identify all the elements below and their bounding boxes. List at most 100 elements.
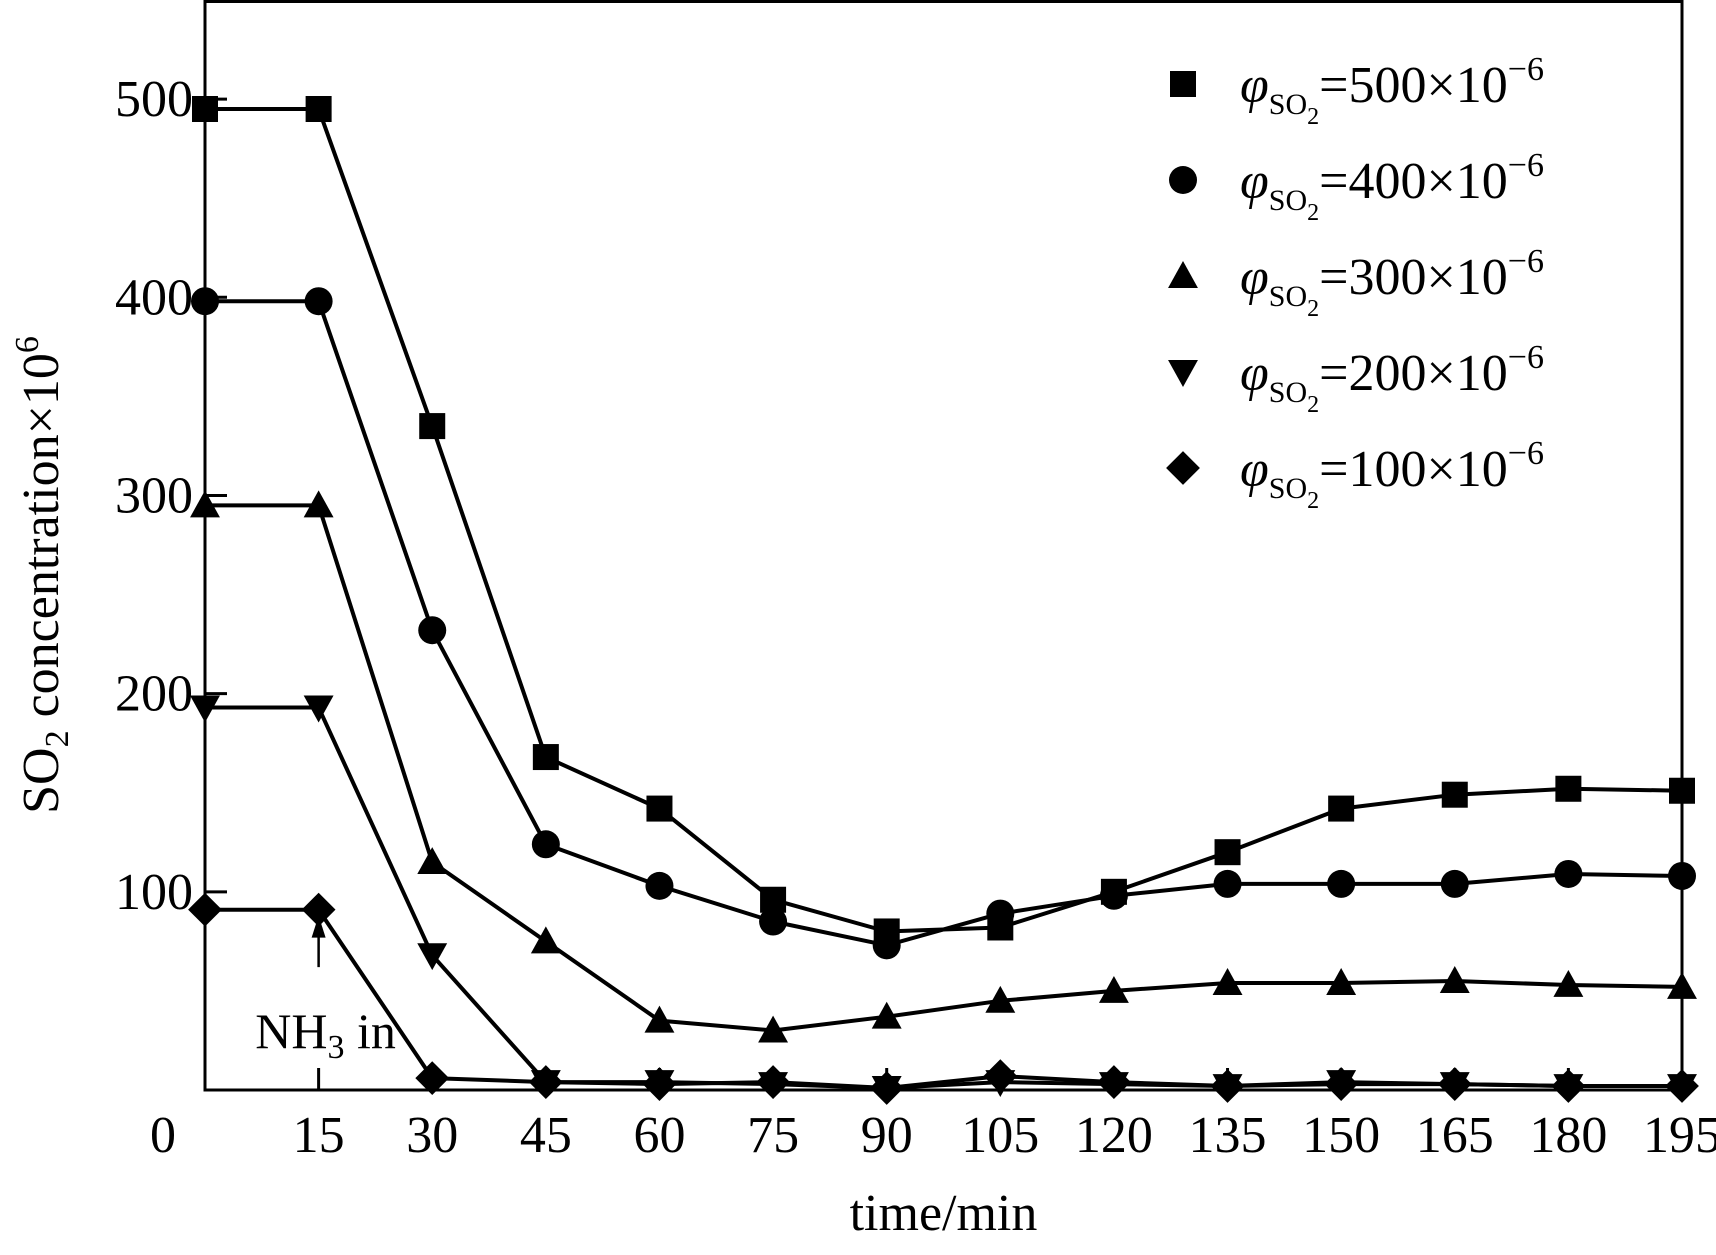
data-point-circle [1213,869,1242,898]
data-point-triangle-up [1326,968,1357,995]
data-point-diamond [301,892,336,927]
x-tick-label: 45 [520,1107,572,1164]
y-axis-title-middle: concentration×10 [13,353,70,730]
legend-entry-phi: φ [1240,441,1269,498]
y-tick-label: 200 [115,666,193,723]
y-axis-title: SO2 concentration×106 [9,336,76,814]
x-tick-label: 180 [1529,1107,1607,1164]
legend-entry-superscript: −6 [1508,147,1544,184]
data-point-triangle-up [530,926,561,954]
data-point-circle [872,931,901,960]
data-point-square [1555,775,1582,802]
series-line-2 [205,299,1683,948]
legend-entry: φSO2=500×10−6 [1240,51,1544,130]
legend-entry: φSO2=100×10−6 [1240,435,1544,514]
series-line-1 [205,107,1683,934]
legend-marker-diamond [1166,451,1200,485]
legend-entry-subscript: SO [1269,472,1307,505]
legend-entry-phi: φ [1240,249,1269,306]
annotation-arrow-head [311,915,326,938]
legend-marker-circle [1169,166,1197,194]
legend-entry: φSO2=300×10−6 [1240,243,1544,322]
x-tick-label: 60 [633,1107,685,1164]
data-point-diamond [1551,1069,1586,1103]
y-axis-title-main: SO [13,747,70,813]
legend-entry-phi: φ [1240,57,1269,114]
x-axis-title: time/min [850,1185,1038,1242]
data-point-circle [191,287,219,316]
x-tick-label: 90 [861,1107,913,1164]
data-point-triangle-up [871,1001,902,1029]
data-point-triangle-down [303,695,334,723]
data-point-triangle-down [190,695,220,723]
legend-entry-value: =400×10 [1319,153,1508,210]
data-point-square [305,96,332,122]
data-point-diamond [983,1059,1018,1094]
data-point-circle [304,287,333,316]
data-point-square [1328,795,1355,822]
x-tick-label: 165 [1416,1107,1494,1164]
annotation-label: NH3 in [255,1003,396,1066]
data-point-triangle-up [1212,968,1243,995]
legend-marker-triangle-up [1168,261,1198,288]
data-point-circle [759,907,788,936]
legend-entry-subscript: SO [1269,376,1307,409]
data-point-diamond [756,1065,790,1099]
legend-entry-subscript-2: 2 [1307,296,1319,322]
data-point-circle [645,871,674,900]
y-tick-label: 100 [115,864,193,921]
legend-entry-subscript: SO [1269,184,1307,217]
legend-entry-phi: φ [1240,345,1269,402]
legend-marker-square [1170,71,1196,97]
data-point-circle [418,616,447,645]
annotation-label-rest: in [345,1003,396,1059]
annotation-label-main: NH [255,1003,327,1059]
legend-entry-subscript: SO [1269,88,1307,121]
data-point-circle [1440,869,1469,898]
data-point-square [419,413,446,440]
series-line-4 [205,705,1682,1090]
legend-entry-value: =300×10 [1319,249,1508,306]
legend-entry-superscript: −6 [1508,51,1544,88]
legend-marker-triangle-down [1168,360,1198,387]
plot-frame [203,0,1684,1092]
data-point-triangle-up [1553,970,1584,997]
x-tick-label: 0 [150,1107,176,1164]
data-point-diamond [188,892,222,927]
data-point-triangle-up [1439,966,1470,993]
data-point-circle [1327,869,1356,898]
x-tick-label: 105 [961,1107,1039,1164]
y-axis-title-superscript: 6 [9,336,46,353]
y-tick-label: 400 [115,269,193,326]
x-tick-label: 120 [1075,1107,1153,1164]
data-point-square [192,96,218,122]
legend-entry-value: =500×10 [1319,57,1508,114]
x-tick-label: 15 [293,1107,345,1164]
data-point-triangle-up [417,847,448,875]
legend-entry-subscript-2: 2 [1307,392,1319,418]
data-point-circle [1668,861,1696,890]
data-point-diamond [642,1067,677,1101]
data-point-triangle-up [190,490,220,518]
x-tick-label: 75 [747,1107,799,1164]
data-point-triangle-up [985,985,1016,1013]
x-tick-label: 135 [1189,1107,1267,1164]
data-point-triangle-down [417,943,448,971]
annotation-group: NH3 in [255,915,396,1066]
data-point-circle [1554,859,1583,888]
legend-entry-subscript-2: 2 [1307,200,1319,226]
legend-entry-subscript-2: 2 [1307,488,1319,514]
data-point-triangle-up [1098,975,1129,1003]
data-point-diamond [1665,1069,1699,1103]
y-axis-title-subscript: 2 [39,730,76,747]
series-group [188,96,1699,1105]
legend-entry: φSO2=400×10−6 [1240,147,1544,226]
data-point-square [532,744,559,771]
y-tick-label: 500 [115,71,193,128]
data-point-diamond [1437,1067,1472,1101]
data-point-circle [531,830,560,859]
data-point-triangle-up [1667,971,1697,999]
legend-entry-subscript: SO [1269,280,1307,313]
legend-entry: φSO2=200×10−6 [1240,339,1544,418]
